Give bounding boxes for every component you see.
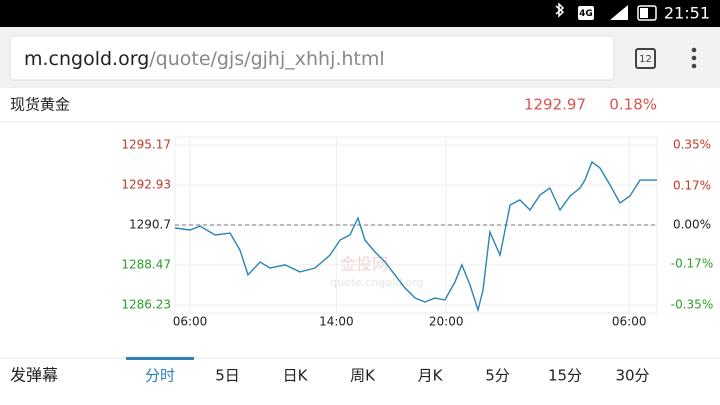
y-tick-label: 1292.93 bbox=[121, 178, 171, 192]
network-badge bbox=[578, 6, 594, 20]
x-tick-label: 20:00 bbox=[429, 315, 464, 329]
y-tick-label: 1286.23 bbox=[121, 298, 171, 312]
tab[interactable]: 15分 bbox=[548, 367, 582, 385]
y2-tick-label: 0.00% bbox=[673, 218, 711, 232]
url-domain: m.cngold.org bbox=[24, 48, 149, 70]
y2-tick-label: -0.17% bbox=[671, 256, 713, 270]
network-type: 4G bbox=[579, 9, 593, 19]
status-bar bbox=[0, 0, 720, 27]
watermark-site: quote.cngold.org bbox=[330, 276, 424, 289]
price-line bbox=[174, 160, 657, 313]
y-tick-label: 1288.47 bbox=[121, 257, 171, 271]
x-tick-label: 06:00 bbox=[612, 315, 647, 329]
tab[interactable]: 分时 bbox=[145, 367, 175, 385]
danmaku-button[interactable]: 发弹幕 bbox=[10, 366, 58, 385]
quote-price: 1292.97 bbox=[524, 96, 586, 114]
x-tick-label: 06:00 bbox=[173, 315, 208, 329]
y-tick-label: 1295.17 bbox=[121, 138, 171, 152]
url-path: /quote/gjs/gjhj_xhhj.html bbox=[149, 48, 384, 70]
tab[interactable]: 月K bbox=[418, 367, 444, 385]
y2-tick-label: 0.17% bbox=[673, 179, 711, 193]
y2-tick-label: 0.35% bbox=[673, 138, 711, 152]
menu-button[interactable] bbox=[691, 47, 697, 69]
tab-switcher[interactable] bbox=[635, 48, 656, 69]
y2-tick-label: -0.35% bbox=[671, 298, 713, 312]
tab[interactable]: 日K bbox=[283, 367, 309, 385]
x-tick-label: 14:00 bbox=[319, 315, 354, 329]
status-time: 21:51 bbox=[664, 4, 710, 23]
quote-name: 现货黄金 bbox=[10, 96, 70, 114]
y-tick-label: 1290.7 bbox=[129, 218, 171, 232]
battery-level bbox=[640, 8, 648, 18]
tab-indicator bbox=[126, 357, 194, 360]
bluetooth-icon bbox=[555, 2, 565, 18]
tab[interactable]: 5日 bbox=[215, 367, 240, 385]
tab[interactable]: 30分 bbox=[615, 367, 649, 385]
signal-icon bbox=[610, 5, 628, 20]
tab[interactable]: 周K bbox=[350, 367, 376, 385]
url-text: m.cngold.org/quote/gjs/gjhj_xhhj.html bbox=[24, 48, 385, 70]
quote-change: 0.18% bbox=[609, 96, 657, 114]
tab[interactable]: 5分 bbox=[485, 367, 510, 385]
url-field[interactable] bbox=[9, 35, 615, 81]
watermark-brand: 金投网 bbox=[340, 255, 388, 274]
tab-count: 12 bbox=[639, 54, 652, 65]
battery-icon bbox=[637, 5, 657, 21]
